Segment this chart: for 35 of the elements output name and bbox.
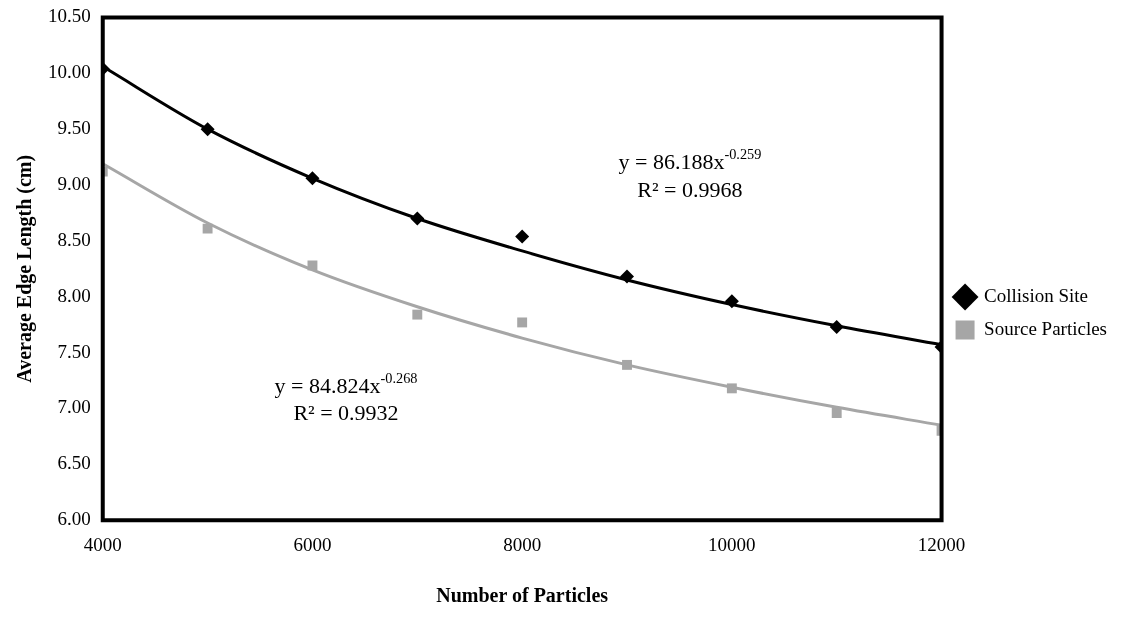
x-tick-label: 8000	[503, 533, 542, 555]
y-tick-label: 10.50	[48, 5, 91, 27]
y-tick-label: 9.50	[57, 117, 91, 139]
point	[307, 260, 318, 271]
y-tick-label: 8.00	[57, 284, 91, 306]
point	[200, 122, 215, 137]
x-tick-label: 6000	[293, 533, 332, 555]
y-tick-label: 9.00	[57, 172, 91, 194]
point	[831, 407, 842, 418]
point	[622, 359, 632, 370]
y-tick-label: 6.50	[57, 452, 91, 474]
point	[517, 317, 528, 328]
annotation: R² = 0.9968	[637, 176, 743, 202]
x-tick-label: 10000	[708, 533, 756, 555]
y-tick-label: 8.50	[57, 228, 91, 250]
x-tick-label: 12000	[917, 533, 966, 555]
annotation: R² = 0.9932	[293, 400, 399, 426]
x-axis-title: Number of Particles	[436, 584, 609, 607]
y-tick-label: 7.00	[57, 396, 91, 418]
legend-label: Source Particles	[984, 317, 1107, 339]
y-tick-label: 6.00	[57, 508, 91, 530]
y-axis-title: Average Edge Length (cm)	[13, 154, 37, 383]
legend-label: Collision Site	[984, 284, 1089, 306]
point	[410, 211, 425, 226]
point	[726, 383, 737, 394]
point	[724, 294, 739, 309]
y-tick-label: 10.00	[48, 61, 91, 83]
point	[202, 223, 213, 234]
point	[829, 319, 844, 334]
x-tick-label: 4000	[83, 533, 122, 555]
y-tick-label: 7.50	[57, 340, 91, 362]
point	[620, 269, 635, 284]
point	[515, 229, 530, 244]
point	[305, 171, 320, 186]
point	[412, 309, 423, 320]
